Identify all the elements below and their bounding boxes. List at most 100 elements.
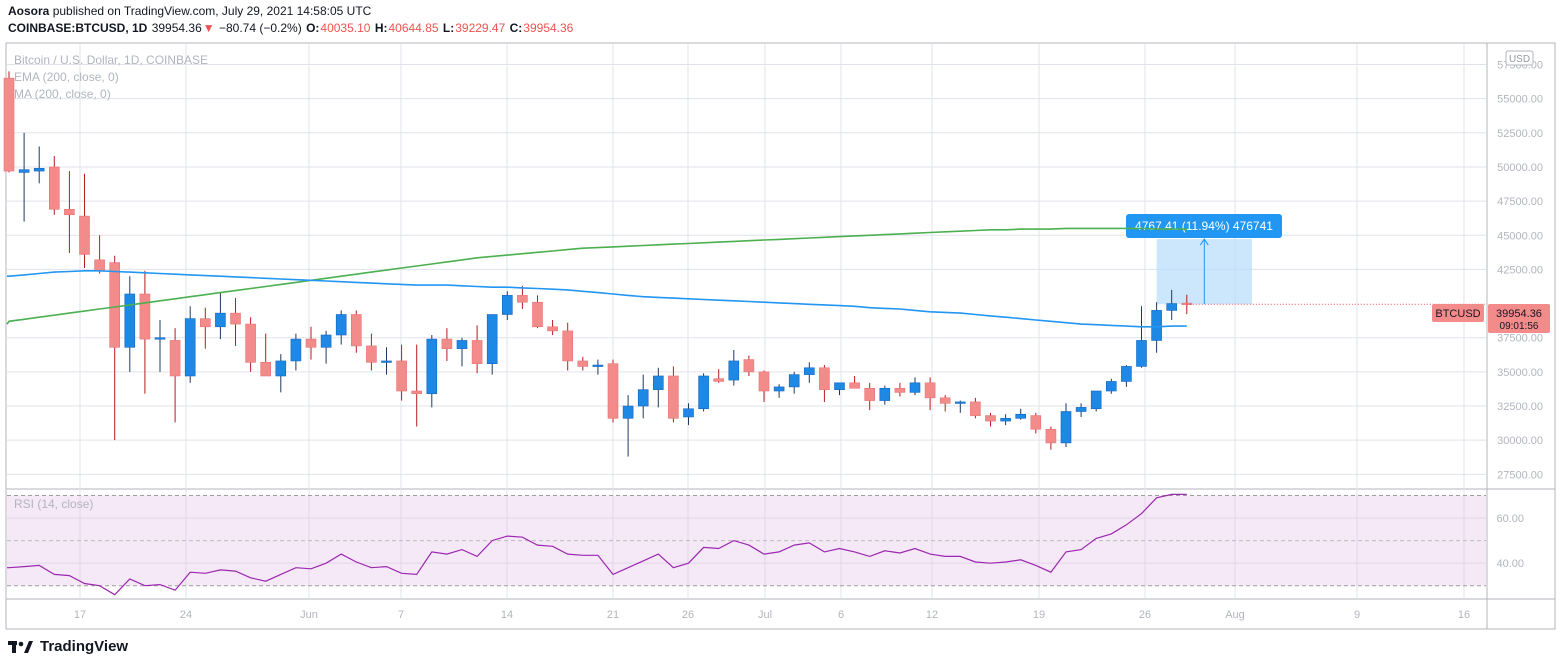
candle[interactable] [879,385,891,405]
candle[interactable] [773,384,785,398]
candle[interactable] [215,292,226,340]
currency-badge[interactable] [1505,50,1534,66]
candle[interactable] [713,369,725,383]
last-price: 39954.36 [151,21,202,35]
time-tick-label: 26 [1139,609,1151,621]
candle[interactable] [109,255,120,441]
candle[interactable] [788,371,800,394]
candle[interactable] [819,365,830,402]
candle[interactable] [547,319,558,335]
candle-body [592,364,604,367]
candle[interactable] [1030,412,1042,434]
candle[interactable] [1121,365,1132,387]
candle[interactable] [290,333,302,371]
candle[interactable] [48,156,60,215]
candle[interactable] [939,395,951,412]
candle[interactable] [834,382,845,396]
candle[interactable] [396,344,407,401]
candle[interactable] [592,359,604,375]
candle[interactable] [909,377,921,396]
candle-body [109,262,120,348]
candle[interactable] [94,235,105,274]
candle[interactable] [471,325,483,374]
candle[interactable] [381,347,392,375]
candle[interactable] [275,354,287,393]
candle[interactable] [607,359,619,423]
candle[interactable] [970,397,981,419]
price-tick-label: 30000.00 [1497,435,1543,447]
candle[interactable] [622,395,634,457]
candle[interactable] [698,373,709,412]
candle[interactable] [728,350,740,386]
candle[interactable] [577,356,589,371]
footer-brand[interactable]: TradingView [8,638,128,655]
candle-body [184,318,196,377]
candle[interactable] [64,171,75,254]
candle[interactable] [517,285,528,310]
price-tick-label: 52500.00 [1497,128,1543,140]
candle[interactable] [79,173,90,269]
candle-body [607,363,619,419]
candle[interactable] [139,270,151,394]
candle-body [1015,413,1027,419]
candle[interactable] [849,375,860,389]
candle-body [939,397,951,404]
candle[interactable] [501,291,513,320]
candle[interactable] [3,71,15,173]
candle[interactable] [1090,390,1102,412]
candle[interactable] [184,306,196,383]
candle[interactable] [230,298,241,346]
candle[interactable] [803,362,815,383]
candle[interactable] [33,146,45,184]
candle[interactable] [652,367,664,408]
candle[interactable] [985,412,996,427]
candle[interactable] [169,328,181,423]
candle[interactable] [1136,306,1147,368]
candle[interactable] [668,366,679,423]
time-tick-label: 21 [607,609,619,621]
candle[interactable] [562,322,574,371]
candle[interactable] [486,314,498,375]
candle-body [622,405,634,419]
last-price-tag-value: 39954.36 [1496,308,1542,320]
candle[interactable] [1000,414,1011,426]
candle[interactable] [154,319,166,372]
candle[interactable] [124,276,136,372]
candle[interactable] [1060,403,1072,448]
candle[interactable] [683,403,694,426]
candle[interactable] [954,400,966,413]
candle-body [773,386,785,392]
candle[interactable] [894,382,906,397]
candle[interactable] [18,132,30,222]
candle[interactable] [441,328,453,361]
candle[interactable] [260,333,272,377]
candle[interactable] [743,355,755,376]
candle[interactable] [637,374,649,419]
candle[interactable] [758,370,770,402]
candle[interactable] [864,382,876,411]
time-tick-label: 17 [74,609,86,621]
candle[interactable] [924,377,936,411]
rsi-tick-label: 40.00 [1496,558,1524,570]
candle[interactable] [1015,408,1027,420]
candle[interactable] [411,344,423,427]
candle[interactable] [532,295,543,329]
candle[interactable] [320,330,332,364]
candle[interactable] [245,317,256,372]
candle-body [970,401,981,416]
candle[interactable] [456,337,468,367]
candle[interactable] [1106,378,1117,394]
candle[interactable] [1075,403,1087,417]
candle[interactable] [350,310,362,353]
candle[interactable] [1166,289,1177,320]
candle[interactable] [305,326,317,360]
candle[interactable] [1045,426,1057,450]
candle-body [879,387,891,401]
candle[interactable] [426,334,438,408]
candle[interactable] [200,307,211,349]
candle[interactable] [366,333,377,371]
last-price-tag [1488,304,1550,333]
candle-body [788,374,800,388]
candle[interactable] [335,310,347,345]
